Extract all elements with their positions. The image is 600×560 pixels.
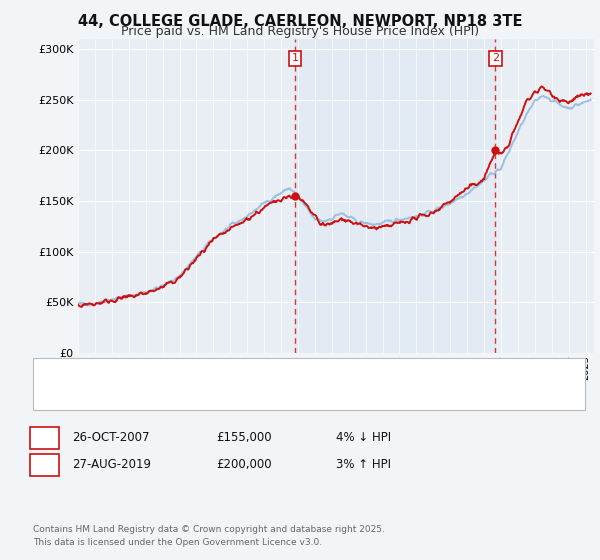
- Text: 2: 2: [40, 458, 49, 472]
- Text: 26-OCT-2007: 26-OCT-2007: [72, 431, 149, 445]
- Text: 44, COLLEGE GLADE, CAERLEON, NEWPORT, NP18 3TE (semi-detached house): 44, COLLEGE GLADE, CAERLEON, NEWPORT, NP…: [99, 364, 508, 374]
- Text: Price paid vs. HM Land Registry's House Price Index (HPI): Price paid vs. HM Land Registry's House …: [121, 25, 479, 38]
- Text: Contains HM Land Registry data © Crown copyright and database right 2025.
This d: Contains HM Land Registry data © Crown c…: [33, 525, 385, 548]
- Bar: [295, 39, 495, 353]
- Text: 1: 1: [40, 431, 49, 445]
- Text: 44, COLLEGE GLADE, CAERLEON, NEWPORT, NP18 3TE: 44, COLLEGE GLADE, CAERLEON, NEWPORT, NP…: [78, 14, 522, 29]
- Text: 3% ↑ HPI: 3% ↑ HPI: [336, 458, 391, 472]
- Text: 2: 2: [491, 53, 499, 63]
- Text: 1: 1: [292, 53, 298, 63]
- Text: HPI: Average price, semi-detached house, Newport: HPI: Average price, semi-detached house,…: [99, 388, 365, 398]
- Text: 27-AUG-2019: 27-AUG-2019: [72, 458, 151, 472]
- Text: 4% ↓ HPI: 4% ↓ HPI: [336, 431, 391, 445]
- Text: £200,000: £200,000: [216, 458, 272, 472]
- Text: £155,000: £155,000: [216, 431, 272, 445]
